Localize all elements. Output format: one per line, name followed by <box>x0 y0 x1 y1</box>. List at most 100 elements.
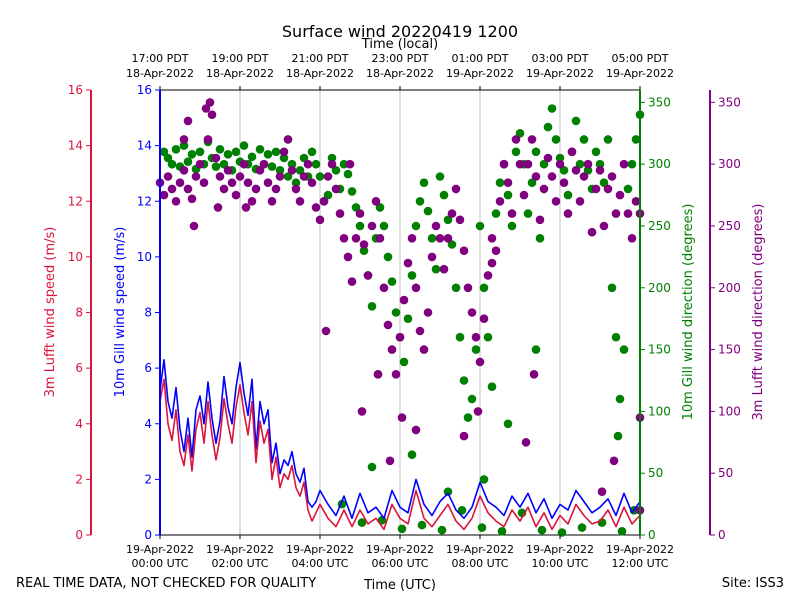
direction-point <box>473 407 483 416</box>
direction-point <box>479 314 489 324</box>
x-tick-time: 06:00 UTC <box>371 557 428 570</box>
x-axis-label: Time (UTC) <box>363 578 436 593</box>
direction-point <box>235 172 245 181</box>
direction-point <box>487 258 497 268</box>
direction-point <box>439 190 449 200</box>
direction-point <box>191 172 201 181</box>
direction-point <box>527 135 537 144</box>
direction-point <box>343 252 353 262</box>
top-tick-date: 19-Apr-2022 <box>446 67 514 80</box>
x-tick-time: 02:00 UTC <box>211 557 268 570</box>
direction-point <box>475 357 485 367</box>
direction-point <box>315 172 325 181</box>
direction-point <box>623 184 633 194</box>
direction-point <box>189 221 199 231</box>
direction-point <box>343 169 353 179</box>
direction-point <box>427 252 437 262</box>
top-tick-date: 18-Apr-2022 <box>126 67 194 80</box>
direction-point <box>367 302 377 311</box>
top-tick-time: 19:00 PDT <box>211 52 268 65</box>
direction-point <box>583 159 593 169</box>
direction-point <box>611 332 621 342</box>
gill_speed-tick-label: 8 <box>144 306 152 320</box>
gill_dir-tick-label: 150 <box>648 343 671 357</box>
direction-point <box>499 159 509 169</box>
direction-point <box>357 518 367 527</box>
direction-point <box>211 153 221 163</box>
direction-point <box>411 221 421 231</box>
direction-point <box>415 197 425 206</box>
x-tick-time: 08:00 UTC <box>451 557 508 570</box>
direction-point <box>159 190 169 200</box>
direction-point <box>347 277 357 286</box>
direction-point <box>223 166 233 175</box>
direction-point <box>359 246 369 255</box>
lufft-speed-axis-label: 3m Lufft wind speed (m/s) <box>43 227 58 398</box>
direction-point <box>267 162 277 171</box>
lufft_speed-tick-label: 4 <box>75 417 83 431</box>
direction-point <box>623 209 633 218</box>
direction-point <box>613 431 623 441</box>
direction-point <box>471 332 481 342</box>
gill_dir-tick-label: 300 <box>648 157 671 171</box>
x-tick-date: 19-Apr-2022 <box>126 543 194 556</box>
direction-point <box>183 184 193 194</box>
direction-point <box>399 295 409 305</box>
direction-point <box>215 145 225 154</box>
direction-point <box>537 525 547 535</box>
direction-point <box>407 271 417 280</box>
direction-point <box>435 234 445 243</box>
direction-point <box>167 159 177 169</box>
lufft_dir-tick-label: 200 <box>718 281 741 295</box>
direction-point <box>347 187 357 196</box>
x-tick-date: 19-Apr-2022 <box>206 543 274 556</box>
direction-point <box>231 190 241 200</box>
direction-point <box>487 234 497 243</box>
direction-point <box>459 246 469 255</box>
direction-point <box>477 523 487 532</box>
direction-point <box>491 246 501 255</box>
direction-point <box>355 221 365 231</box>
direction-point <box>379 283 389 293</box>
x-tick-date: 19-Apr-2022 <box>606 543 674 556</box>
lufft_dir-tick-label: 250 <box>718 219 741 233</box>
lufft-speed-line <box>159 378 641 531</box>
direction-point <box>367 462 377 472</box>
direction-point <box>397 413 407 422</box>
direction-point <box>319 197 329 206</box>
gill_speed-tick-label: 16 <box>137 83 152 97</box>
direction-point <box>247 152 257 162</box>
direction-point <box>259 159 269 169</box>
direction-point <box>287 159 297 169</box>
direction-point <box>321 326 331 336</box>
gill-speed-axis-label: 10m Gill wind speed (m/s) <box>113 227 128 398</box>
gill_speed-tick-label: 10 <box>137 250 152 264</box>
direction-point <box>559 178 569 187</box>
direction-point <box>299 153 309 163</box>
x-tick-date: 19-Apr-2022 <box>286 543 354 556</box>
direction-point <box>335 209 345 218</box>
direction-point <box>587 227 597 237</box>
direction-point <box>459 376 469 385</box>
x-tick-date: 19-Apr-2022 <box>526 543 594 556</box>
direction-point <box>619 159 629 169</box>
direction-point <box>557 528 567 537</box>
direction-point <box>175 178 185 187</box>
direction-point <box>375 234 385 243</box>
direction-point <box>195 147 205 157</box>
direction-point <box>391 370 401 379</box>
direction-point <box>279 147 289 157</box>
direction-point <box>183 157 193 166</box>
direction-point <box>447 240 457 249</box>
direction-point <box>539 159 549 169</box>
direction-point <box>503 419 513 429</box>
direction-point <box>311 203 321 212</box>
direction-point <box>497 527 507 536</box>
direction-point <box>363 271 373 280</box>
lufft_speed-tick-label: 16 <box>68 83 83 97</box>
direction-point <box>467 394 477 404</box>
direction-point <box>383 320 393 330</box>
quality-disclaimer: REAL TIME DATA, NOT CHECKED FOR QUALITY <box>16 576 316 591</box>
